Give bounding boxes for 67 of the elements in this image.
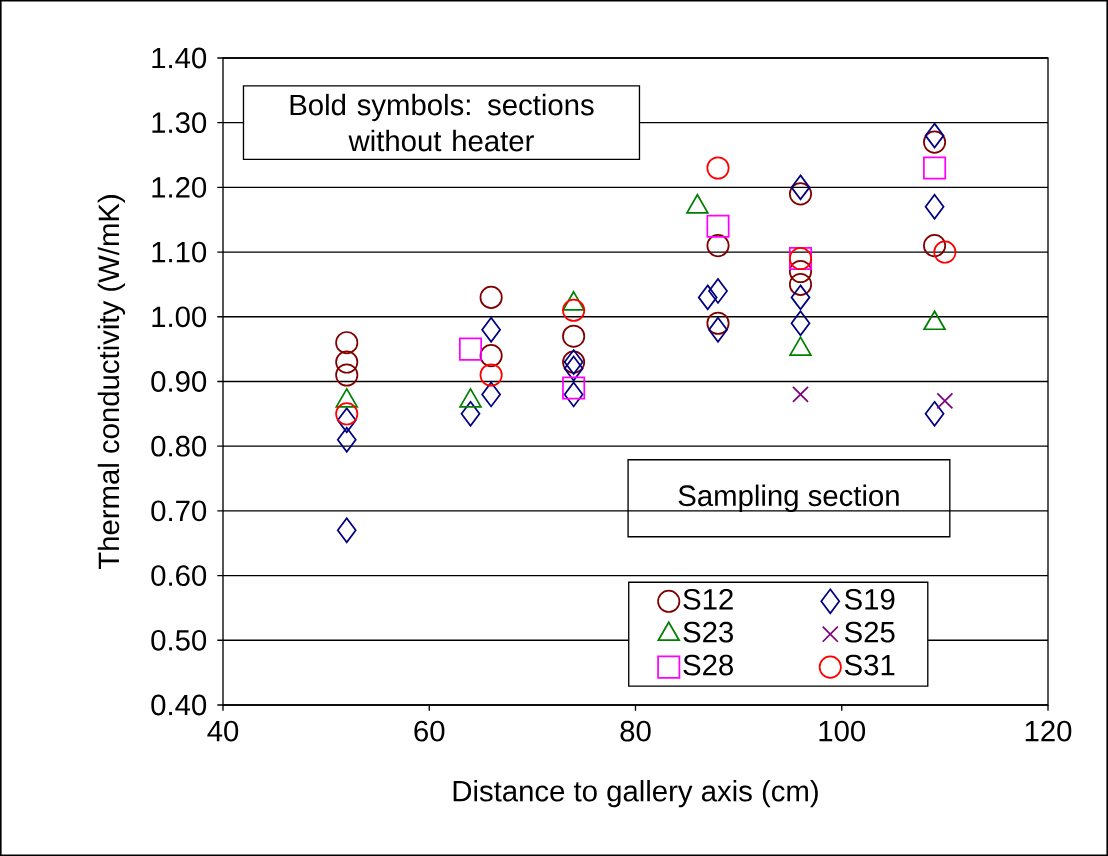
point [335, 363, 359, 387]
y-tick-label: 0.90 [151, 371, 207, 392]
point [933, 240, 957, 264]
x-tick-label: 100 [819, 720, 866, 742]
y-tick-label: 0.50 [151, 629, 207, 651]
point [706, 214, 730, 238]
legend-label: S19 [844, 588, 895, 610]
point [923, 130, 947, 154]
y-tick-label: 1.20 [152, 176, 207, 198]
point [481, 316, 501, 343]
legend-title: Sampling section [678, 484, 899, 512]
point [335, 331, 359, 355]
x-tick-label: 40 [207, 720, 239, 742]
annotation: Bold symbols: sections without heater [290, 93, 594, 152]
point [788, 272, 813, 296]
point [708, 316, 728, 343]
point [479, 285, 503, 309]
legend-label: S28 [683, 654, 733, 676]
point [708, 278, 728, 304]
x-axis-title: Distance to gallery axis (cm) [453, 779, 818, 808]
point [706, 156, 730, 180]
point [481, 381, 501, 408]
point [924, 193, 945, 220]
point [697, 284, 718, 311]
x-tick-label: 60 [414, 720, 445, 742]
point [335, 402, 359, 426]
point [563, 381, 584, 408]
point [460, 400, 481, 427]
point [924, 400, 945, 427]
x-tick-label: 120 [1025, 720, 1072, 742]
point [562, 298, 586, 322]
x-tick-label: 80 [620, 720, 651, 742]
y-tick-label: 0.70 [151, 500, 207, 522]
point [562, 376, 586, 400]
point [792, 386, 809, 403]
point [924, 122, 945, 149]
point [336, 426, 357, 453]
point [706, 311, 730, 335]
point [479, 344, 503, 368]
point [479, 363, 503, 387]
point [562, 324, 586, 348]
point [790, 284, 811, 311]
point [706, 234, 730, 258]
point [936, 392, 954, 410]
point [790, 310, 811, 337]
y-tick-label: 1.10 [152, 241, 207, 263]
point [788, 182, 813, 206]
y-tick-label: 1.30 [152, 112, 207, 134]
y-axis-title: Thermal conductivity (W/mK) [97, 195, 126, 570]
y-tick-label: 0.60 [151, 565, 207, 586]
legend-label: S31 [844, 654, 895, 676]
point [790, 174, 811, 201]
legend-label: S23 [683, 621, 733, 643]
y-tick-label: 0.40 [151, 694, 207, 716]
y-tick-label: 1.40 [152, 47, 207, 69]
point [788, 259, 813, 284]
point [335, 350, 359, 374]
y-tick-label: 1.00 [152, 306, 207, 328]
legend-label: S12 [683, 588, 733, 610]
point [336, 407, 357, 434]
point [923, 234, 947, 258]
y-tick-label: 0.80 [151, 435, 207, 457]
point [458, 337, 483, 361]
point [563, 355, 584, 382]
point [336, 517, 357, 544]
point [923, 156, 947, 180]
legend-label: S25 [844, 621, 895, 643]
